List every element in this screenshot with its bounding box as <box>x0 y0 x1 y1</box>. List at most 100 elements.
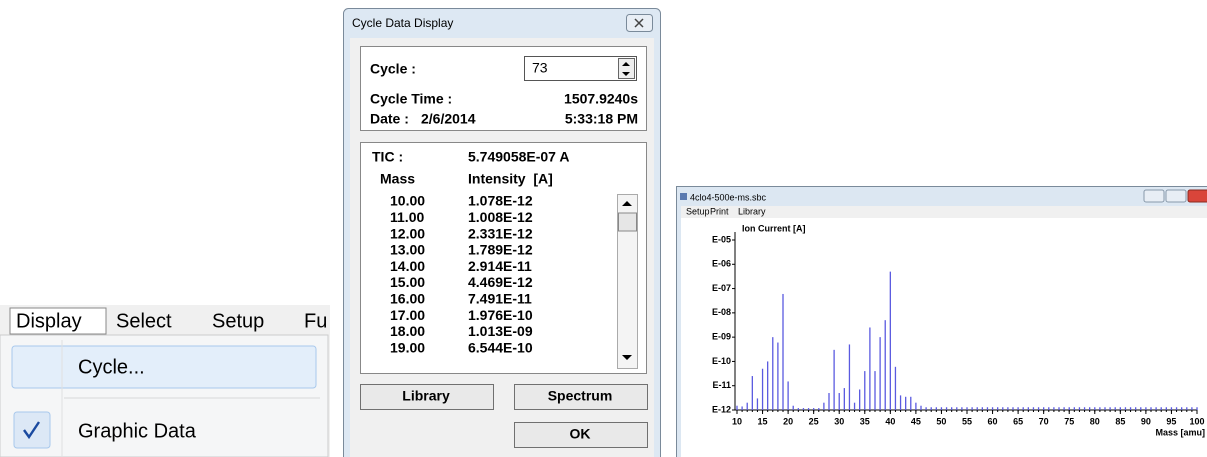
close-button[interactable] <box>1187 189 1207 203</box>
x-tick-label: 95 <box>1166 416 1176 426</box>
menu-bar-item[interactable]: Fu <box>304 310 327 332</box>
scrollbar[interactable] <box>617 194 638 369</box>
y-tick-label: E-05 <box>712 234 731 244</box>
chart: Ion Current [A] Mass [amu] E-12 E-11 E-10 E-0… <box>712 223 1205 437</box>
intensity-cell: 2.331E-12 <box>468 225 533 241</box>
button[interactable] <box>514 384 648 410</box>
y-tick-label: E-09 <box>712 332 731 342</box>
mass-cell: 17.00 <box>390 307 425 323</box>
menu-bar-item[interactable]: Display <box>16 310 82 332</box>
buttons: Library Spectrum OK <box>360 384 648 448</box>
intensity-cell: 6.544E-10 <box>468 339 533 355</box>
intensity-cell: 1.008E-12 <box>468 209 533 225</box>
button-label[interactable]: Spectrum <box>548 388 613 404</box>
y-tick-label: E-07 <box>712 283 731 293</box>
menu-bar-item[interactable]: Select <box>116 310 172 332</box>
window-body <box>681 206 1207 457</box>
x-tick-label: 45 <box>911 416 921 426</box>
maximize[interactable] <box>1165 189 1187 203</box>
spinner-arrows <box>622 62 630 76</box>
x-tick-label: 50 <box>936 416 946 426</box>
button[interactable] <box>360 384 494 410</box>
x-tick-label: 15 <box>758 416 768 426</box>
label: Cycle Time : <box>370 91 452 107</box>
group-box <box>360 142 647 374</box>
x-tick-label: 80 <box>1090 416 1100 426</box>
value: 2/6/2014 <box>421 111 476 127</box>
x-tick-label: 40 <box>885 416 895 426</box>
mass-cell: 14.00 <box>390 258 425 274</box>
window-menu-item[interactable]: Setup <box>686 206 710 216</box>
window-menu-items: Setup Print Library <box>686 206 766 216</box>
rows: 10.00 1.078E-12 11.00 1.008E-12 12.00 2.331E-… <box>390 193 533 356</box>
dialog-title: Cycle Data Display <box>352 16 453 30</box>
x-axis-label: Mass [amu] <box>1155 427 1205 437</box>
mass-cell: 11.00 <box>390 209 424 225</box>
label: Date : <box>370 111 409 127</box>
minimize[interactable] <box>1143 189 1165 203</box>
y-tick-label: E-12 <box>712 404 731 414</box>
column-header: Mass <box>380 171 415 187</box>
intensity-cell: 7.491E-11 <box>468 291 532 307</box>
intensity-cell: 1.013E-09 <box>468 323 533 339</box>
x-tick-label: 60 <box>988 416 998 426</box>
y-tick-label: E-10 <box>712 356 731 366</box>
x-tick-label: 85 <box>1115 416 1125 426</box>
intensity-cell: 2.914E-11 <box>468 258 532 274</box>
window-menu-item[interactable]: Library <box>738 206 766 216</box>
label: Cycle : <box>370 61 416 77</box>
x-tick-label: 35 <box>860 416 870 426</box>
intensity-cell: 1.078E-12 <box>468 193 533 209</box>
mass-cell: 10.00 <box>390 193 425 209</box>
button-label[interactable]: OK <box>570 426 591 442</box>
dropdown-highlight[interactable] <box>11 345 317 389</box>
menu-item[interactable]: Cycle... <box>78 356 145 378</box>
spinner[interactable] <box>618 58 635 79</box>
menu-item[interactable]: Graphic Data <box>78 420 197 442</box>
intensity-cell: 4.469E-12 <box>468 274 533 290</box>
intensity-cell: 1.789E-12 <box>468 242 533 258</box>
cycle-input[interactable] <box>524 56 637 81</box>
menu-bar-item[interactable]: Setup <box>212 310 264 332</box>
mass-cell: 19.00 <box>390 339 425 355</box>
menu-active[interactable] <box>9 307 107 335</box>
value: 5.749058E-07 A <box>468 149 569 165</box>
value: 1507.9240s <box>564 91 638 107</box>
y-tick-label: E-06 <box>712 259 731 269</box>
mass-cell: 12.00 <box>390 225 425 241</box>
window-menu <box>681 206 1207 218</box>
y-axis-label: Ion Current [A] <box>742 223 806 233</box>
x-tick-label: 30 <box>834 416 844 426</box>
check-box <box>13 411 51 449</box>
label: TIC : <box>372 149 403 165</box>
mass-cell: 13.00 <box>390 242 425 258</box>
window-title: 4clo4-500e-ms.sbc <box>690 192 767 202</box>
x-tick-label: 70 <box>1039 416 1049 426</box>
x-tick-label: 90 <box>1141 416 1151 426</box>
y-tick-label: E-11 <box>712 380 731 390</box>
mass-cell: 16.00 <box>390 291 425 307</box>
mass-cell: 18.00 <box>390 323 425 339</box>
x-tick-label: 25 <box>809 416 819 426</box>
x-tick-label: 20 <box>783 416 793 426</box>
x-tick-label: 65 <box>1013 416 1023 426</box>
scroll-thumb[interactable] <box>618 212 637 232</box>
window-icon <box>680 193 687 200</box>
x-tick-label: 55 <box>962 416 972 426</box>
window-menu-item[interactable]: Print <box>710 206 729 216</box>
cycle-value[interactable]: 73 <box>532 60 548 76</box>
x-tick-label: 10 <box>732 416 742 426</box>
x-tick-label: 75 <box>1064 416 1074 426</box>
button[interactable] <box>514 422 648 448</box>
checkmark <box>23 421 40 440</box>
intensity-cell: 1.976E-10 <box>468 307 533 323</box>
value: 5:33:18 PM <box>565 111 638 127</box>
column-header: Intensity [A] <box>468 171 553 187</box>
button-label[interactable]: Library <box>402 388 450 404</box>
close-icon <box>634 18 644 28</box>
x-tick-label: 100 <box>1189 416 1204 426</box>
mass-cell: 15.00 <box>390 274 425 290</box>
y-tick-label: E-08 <box>712 307 731 317</box>
